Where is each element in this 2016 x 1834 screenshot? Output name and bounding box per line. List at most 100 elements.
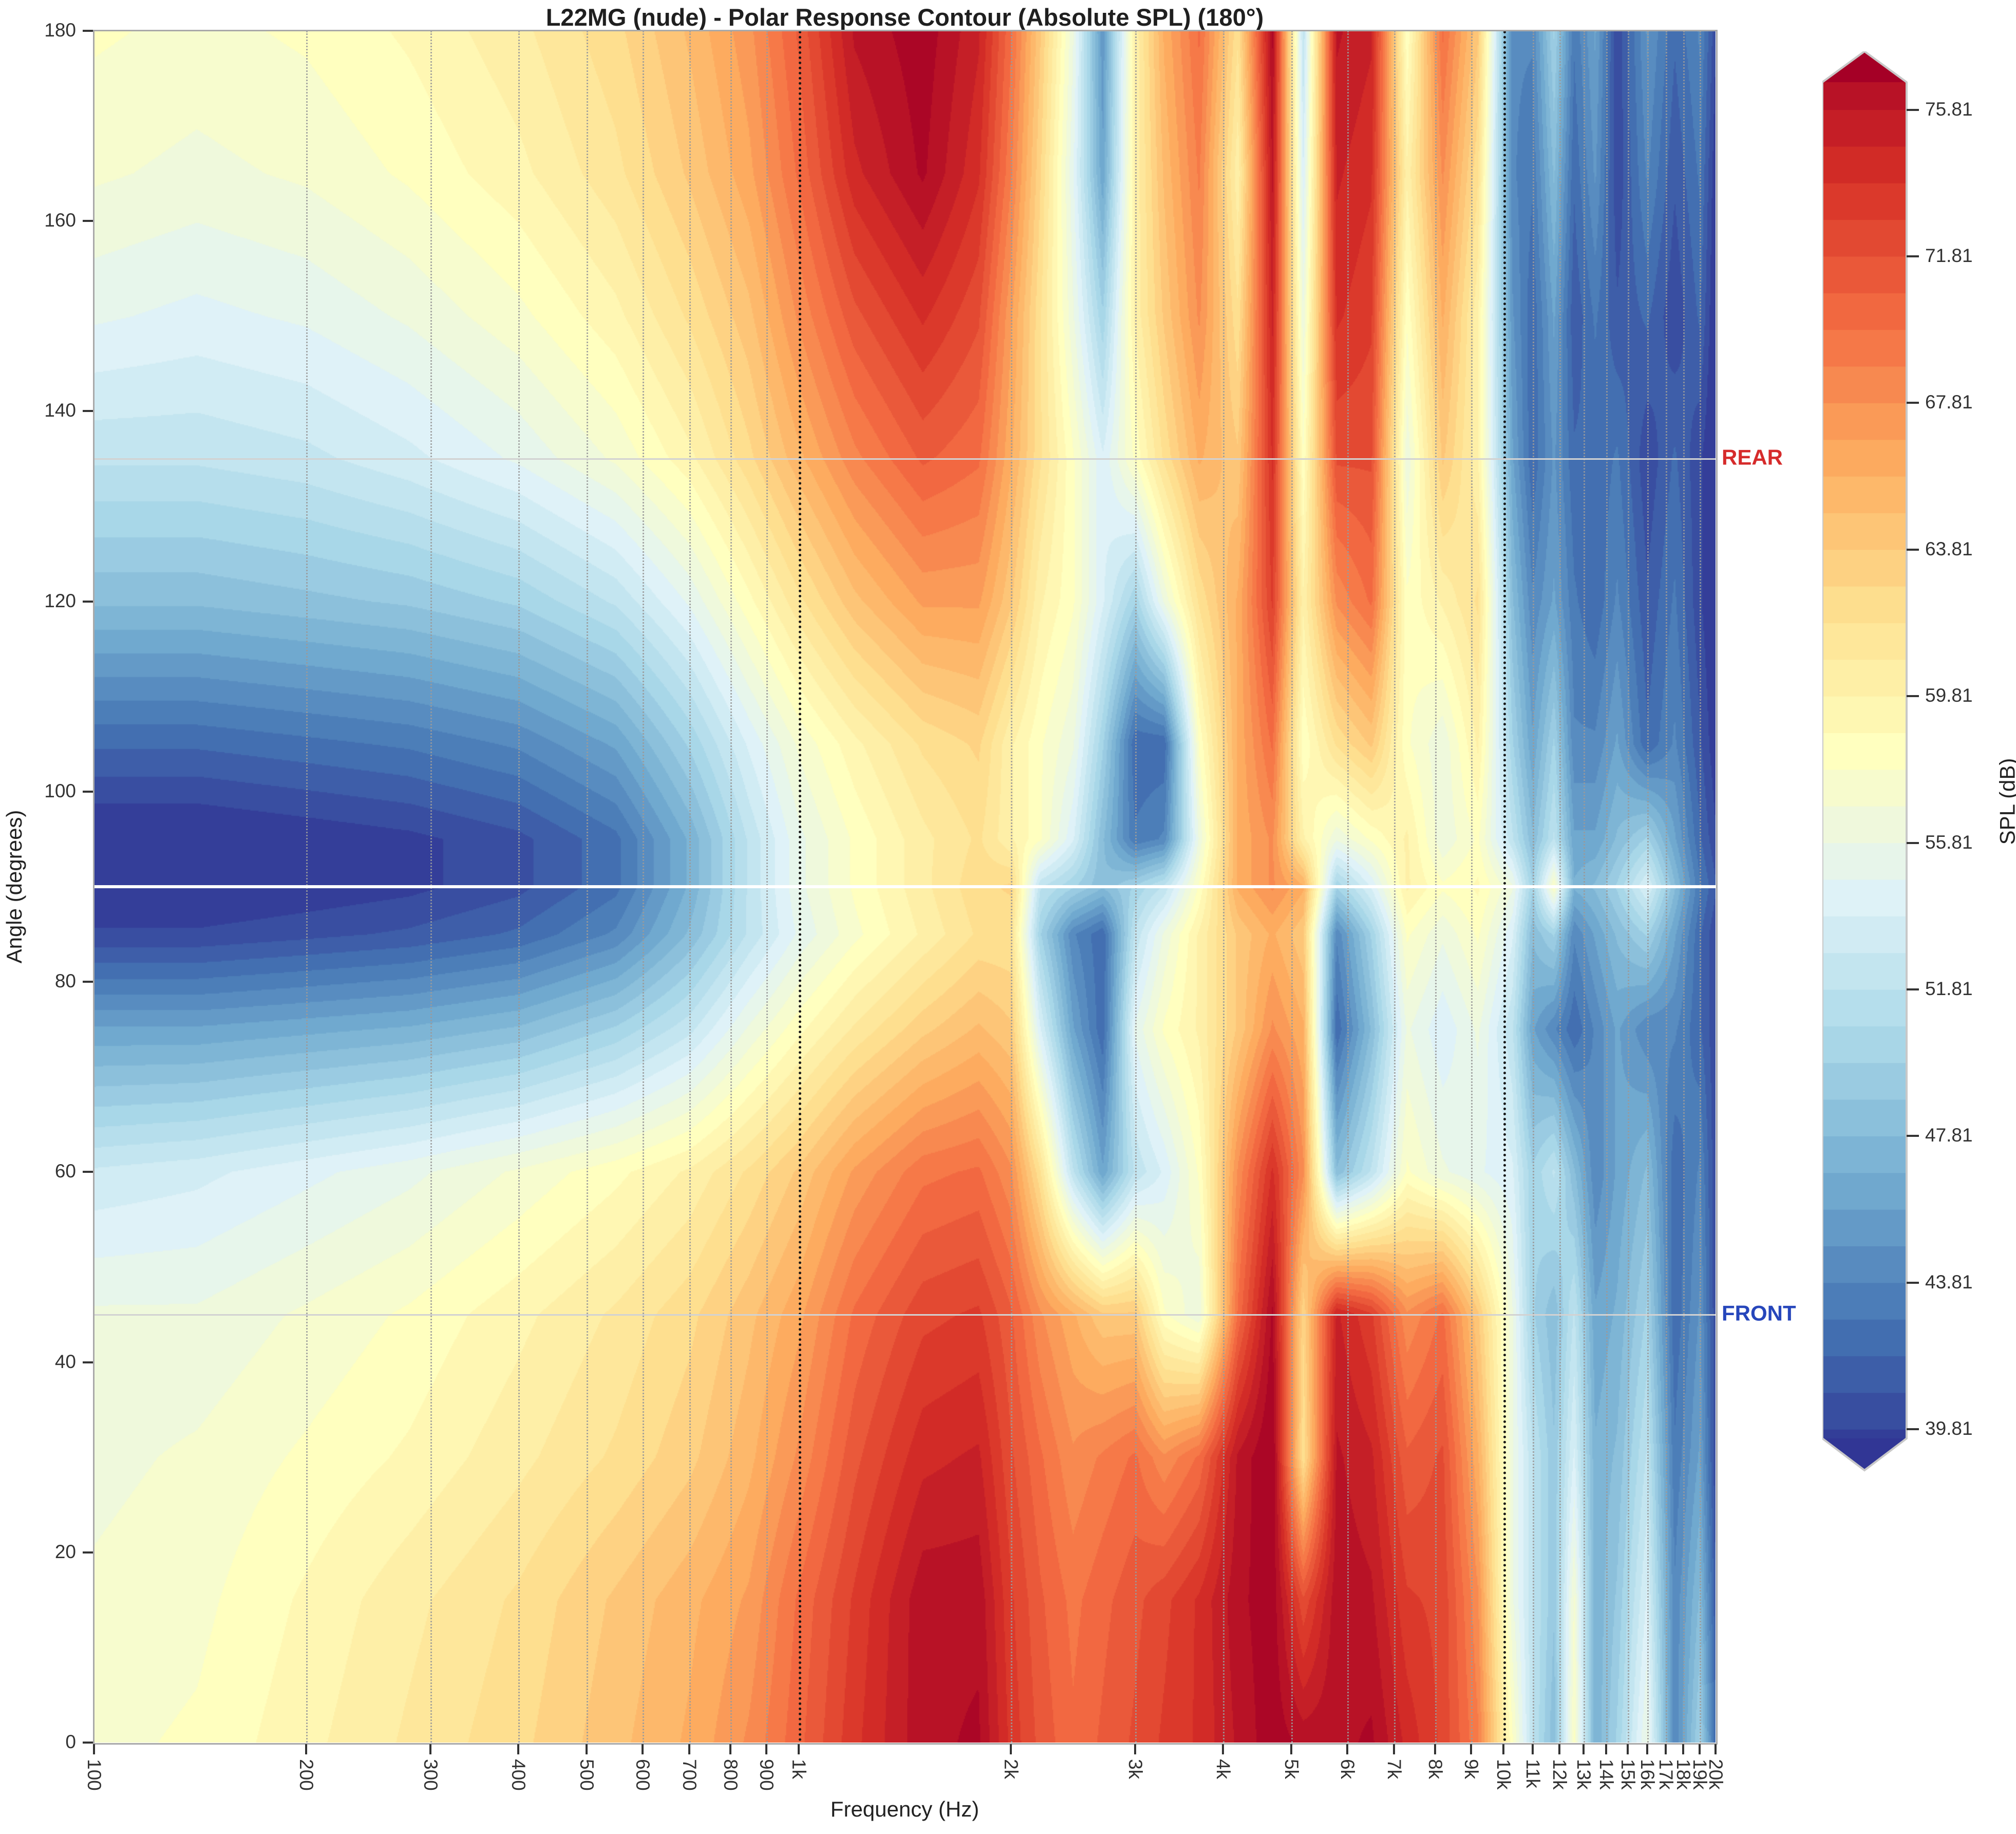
x-tick-label: 2k (1001, 1759, 1022, 1780)
colorbar-tick-label: 39.81 (1925, 1418, 1973, 1439)
x-tick-label: 600 (632, 1759, 653, 1791)
x-tick-mark (1682, 1744, 1685, 1754)
colorbar-band (1822, 293, 1907, 330)
y-tick-label: 160 (44, 210, 76, 231)
colorbar-tick-label: 55.81 (1925, 831, 1973, 853)
rear-annotation: REAR (1722, 445, 1783, 470)
x-tick-label: 3k (1124, 1759, 1146, 1780)
y-tick-label: 60 (54, 1161, 76, 1182)
colorbar-band (1822, 1356, 1907, 1393)
y-tick-mark (83, 30, 93, 32)
colorbar-band (1822, 256, 1907, 293)
y-tick-mark (83, 1551, 93, 1554)
colorbar-band (1822, 549, 1907, 587)
colorbar-label: SPL (dB) (1995, 758, 2016, 845)
y-tick-label: 180 (44, 20, 76, 41)
x-tick-label: 11k (1522, 1759, 1543, 1788)
y-tick-label: 140 (44, 400, 76, 421)
colorbar-band (1822, 696, 1907, 734)
x-tick-mark (429, 1744, 431, 1754)
x-tick-mark (305, 1744, 307, 1754)
colorbar-band (1822, 82, 1907, 110)
y-axis-label: Angle (degrees) (2, 810, 26, 964)
x-tick-label: 7k (1384, 1759, 1405, 1780)
colorbar-tick-label: 43.81 (1925, 1271, 1973, 1293)
colorbar-band (1822, 1209, 1907, 1247)
y-tick-mark (83, 220, 93, 222)
colorbar-band (1822, 1282, 1907, 1320)
colorbar-band (1822, 183, 1907, 220)
colorbar-band (1822, 146, 1907, 183)
axis90-line (94, 885, 1716, 888)
x-tick-label: 12k (1549, 1759, 1570, 1790)
colorbar-band (1822, 513, 1907, 550)
colorbar-tick-mark (1907, 1135, 1919, 1137)
colorbar-band (1822, 1062, 1907, 1100)
x-tick-mark (1714, 1744, 1717, 1754)
x-tick-label: 700 (679, 1759, 701, 1791)
x-axis-label: Frequency (Hz) (830, 1797, 979, 1821)
colorbar-tick-label: 59.81 (1925, 685, 1973, 706)
colorbar-tick-mark (1907, 402, 1919, 404)
colorbar-band (1822, 1099, 1907, 1136)
x-tick-label: 200 (296, 1759, 317, 1791)
colorbar-tick-mark (1907, 1428, 1919, 1431)
colorbar-tick-mark (1907, 841, 1919, 844)
x-tick-mark (1290, 1744, 1292, 1754)
x-tick-label: 4k (1213, 1759, 1234, 1780)
x-tick-label: 300 (420, 1759, 441, 1791)
x-tick-mark (1558, 1744, 1560, 1754)
x-tick-label: 15k (1617, 1759, 1638, 1790)
rear-line (94, 458, 1716, 460)
colorbar-band (1822, 1026, 1907, 1063)
y-tick-label: 0 (65, 1731, 76, 1752)
x-tick-mark (93, 1744, 95, 1754)
y-tick-mark (83, 1361, 93, 1363)
colorbar-extend-min (1822, 1438, 1907, 1470)
chart-title: L22MG (nude) - Polar Response Contour (A… (545, 4, 1264, 31)
x-tick-label: 5k (1280, 1759, 1302, 1780)
colorbar (1822, 51, 1908, 1472)
colorbar-band (1822, 329, 1907, 367)
colorbar-band (1822, 769, 1907, 807)
x-tick-label: 400 (508, 1759, 530, 1791)
colorbar-band (1822, 1392, 1907, 1430)
x-tick-label: 1k (788, 1759, 809, 1780)
x-tick-mark (585, 1744, 588, 1754)
colorbar-band (1822, 586, 1907, 624)
colorbar-band (1822, 916, 1907, 953)
x-tick-label: 20k (1705, 1759, 1726, 1790)
colorbar-band (1822, 403, 1907, 440)
colorbar-tick-label: 47.81 (1925, 1125, 1973, 1146)
colorbar-band (1822, 952, 1907, 990)
colorbar-band (1822, 733, 1907, 770)
colorbar-band (1822, 989, 1907, 1026)
colorbar-band (1822, 1136, 1907, 1173)
colorbar-tick-mark (1907, 695, 1919, 698)
colorbar-tick-label: 51.81 (1925, 978, 1973, 999)
x-tick-label: 500 (576, 1759, 597, 1791)
y-tick-label: 100 (44, 780, 76, 801)
x-tick-label: 6k (1336, 1759, 1358, 1780)
colorbar-tick-label: 67.81 (1925, 391, 1973, 413)
y-tick-label: 80 (54, 970, 76, 992)
colorbar-tick-mark (1907, 548, 1919, 551)
colorbar-band (1822, 1429, 1907, 1438)
x-tick-mark (1626, 1744, 1629, 1754)
y-tick-mark (83, 981, 93, 983)
colorbar-band (1822, 439, 1907, 477)
plot-area (94, 31, 1716, 1743)
x-tick-mark (1665, 1744, 1667, 1754)
colorbar-tick-label: 71.81 (1925, 245, 1973, 266)
x-tick-mark (1222, 1744, 1224, 1754)
x-tick-mark (1646, 1744, 1649, 1754)
x-tick-mark (765, 1744, 768, 1754)
x-tick-mark (1502, 1744, 1504, 1754)
x-tick-mark (1531, 1744, 1534, 1754)
colorbar-band (1822, 1319, 1907, 1357)
y-tick-mark (83, 1742, 93, 1744)
colorbar-band (1822, 879, 1907, 916)
y-tick-label: 120 (44, 590, 76, 611)
x-tick-mark (1434, 1744, 1437, 1754)
